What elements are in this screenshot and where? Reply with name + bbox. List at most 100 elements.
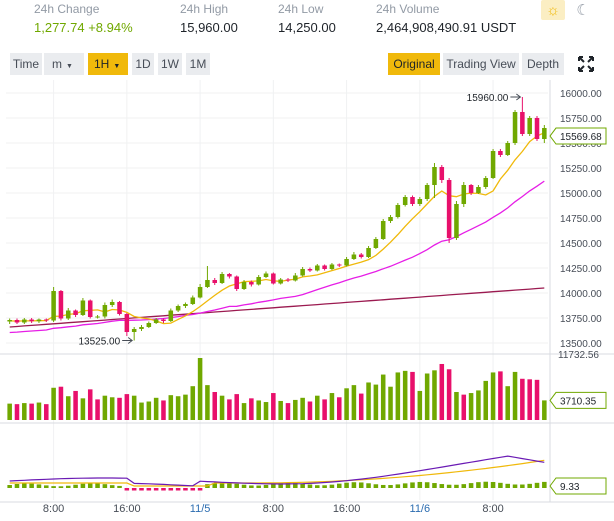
volume-bar [146,401,152,420]
candle-body [315,265,320,271]
interval-1m-button[interactable]: 1M [186,53,210,75]
kline-chart[interactable]: 16000.0015750.0015500.0015250.0015000.00… [0,80,614,516]
price-tick-label: 14000.00 [560,289,602,300]
volume-bar [424,373,430,420]
candle [109,299,115,307]
candle-body [51,291,56,321]
candle-body [146,323,152,327]
volume-bar [102,395,108,420]
macd-histogram-bar [278,482,283,488]
candlestick-series [7,97,547,341]
light-theme-button[interactable]: ☼ [541,0,565,20]
volume-bar [468,393,474,420]
depth-button[interactable]: Depth [522,53,564,75]
macd-histogram-bar [249,485,254,488]
chart-canvas[interactable]: 16000.0015750.0015500.0015250.0015000.00… [0,80,614,516]
tradingview-button[interactable]: Trading View [443,53,519,75]
candle [44,318,49,322]
macd-histogram-bar [534,482,540,488]
macd-histogram-bar [505,483,510,488]
stat-24h-low: 24h Low 14,250.00 [278,2,336,37]
candle-body [14,320,20,323]
volume-bar [476,390,481,420]
tag-box [549,391,607,409]
candle [65,308,71,320]
candle [402,195,408,207]
candle-body [461,185,467,204]
candle-body [307,269,313,271]
last-price-tag: 15569.68 [549,127,607,145]
candle [293,273,298,282]
candle-body [212,280,218,283]
candle-body [336,264,342,266]
volume-bar [439,363,445,420]
candle [388,215,393,223]
candle [219,272,225,284]
volume-bar [322,399,327,420]
candle-body [373,239,379,248]
macd-histogram-bar [36,484,42,488]
sun-icon: ☼ [546,1,560,19]
hour-interval-dropdown[interactable]: 1H ▼ [88,53,128,75]
stat-value: 2,464,908,490.91 USDT [376,20,517,35]
stat-label: 24h Volume [376,2,440,16]
macd-histogram-bar [432,483,437,488]
macd-histogram-bar [87,483,93,488]
macd-histogram-bar [22,483,27,488]
macd-histogram-bar [190,488,196,491]
candle-body [534,118,540,139]
macd-histogram-bar [322,485,327,488]
volume-bar [271,393,276,420]
candle-body [527,118,532,134]
macd-histogram-bar [366,483,371,488]
volume-bar [65,396,71,420]
volume-bar [461,394,467,420]
minute-interval-dropdown[interactable]: m ▼ [44,53,84,75]
macd-histogram-bar [351,482,357,488]
candle [102,302,108,319]
macd-histogram-bar [73,484,78,488]
original-view-button[interactable]: Original [388,53,440,75]
volume-bar [241,403,247,420]
candle [271,272,276,285]
macd-histogram-bar [139,488,144,491]
volume-bar [263,402,269,420]
candle-body [380,221,386,239]
macd-histogram-bar [146,488,152,491]
macd-histogram-bar [344,482,349,488]
last-volume-tag: 3710.35 [549,391,607,409]
interval-1d-button[interactable]: 1D [132,53,154,75]
stat-24h-high: 24h High 15,960.00 [180,2,238,37]
candle-body [58,291,64,319]
candle-body [7,320,12,322]
interval-1w-button[interactable]: 1W [158,53,182,75]
fullscreen-button[interactable] [574,53,598,75]
volume-bar [168,395,174,420]
candle-body [417,199,423,204]
macd-histogram-bar [117,485,122,488]
candle-body [329,264,335,269]
macd-histogram-bar [51,486,56,488]
macd-histogram-bar [197,488,203,491]
candle-body [183,304,188,306]
macd-histogram-bar [102,484,108,488]
candle [520,97,525,136]
volume-bar [14,404,20,420]
price-tick-label: 16000.00 [560,89,602,100]
dark-theme-button[interactable]: ☾ [571,0,595,20]
macd-histogram-bar [44,485,49,488]
macd-histogram-bar [29,483,34,488]
time-button[interactable]: Time [10,53,42,75]
candle-body [410,197,415,204]
macd-panel [7,455,547,491]
volume-bar [534,379,540,420]
macd-histogram-bar [380,484,386,488]
volume-bar [293,399,298,420]
volume-bar [527,379,532,420]
macd-histogram-bar [14,484,20,488]
candle-body [271,273,276,284]
candle-body [22,319,27,323]
macd-value-tag: 9.33 [549,477,607,495]
tag-text: 3710.35 [560,396,597,407]
candle [322,264,327,271]
